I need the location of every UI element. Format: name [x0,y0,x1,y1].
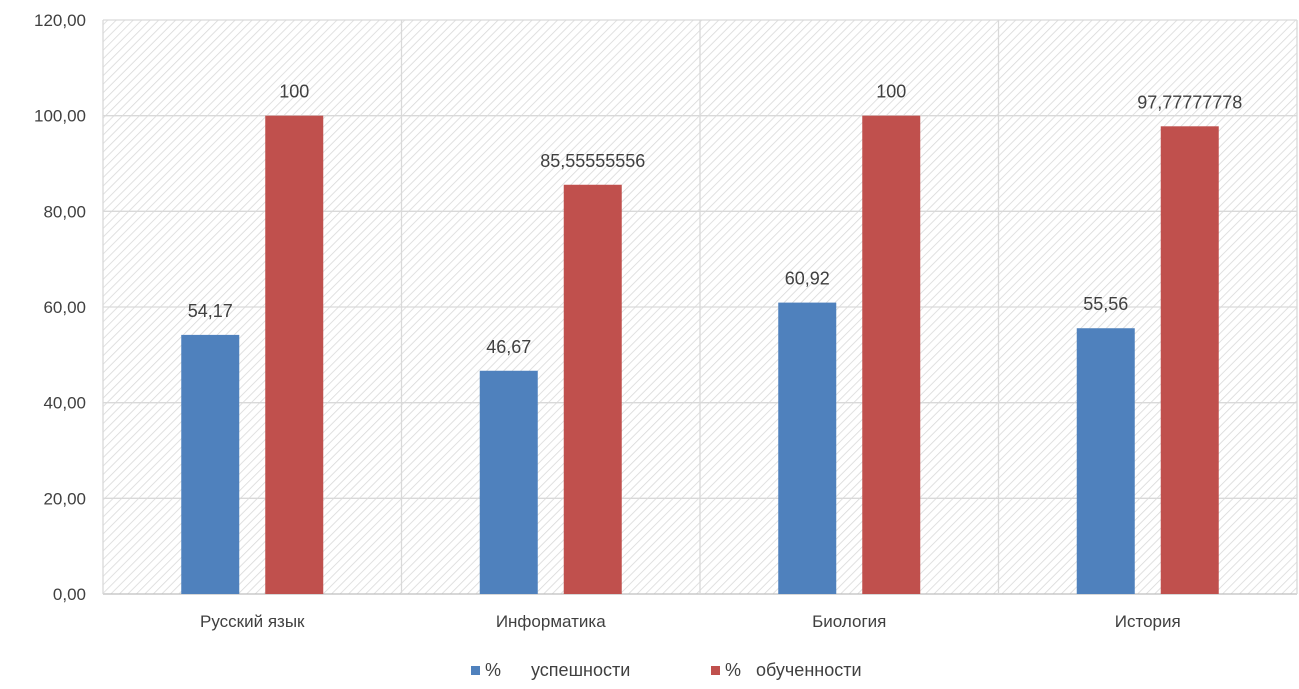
legend-swatch [711,666,720,675]
bar [862,115,921,595]
data-label: 55,56 [1083,294,1128,314]
legend-label: % успешности [485,660,630,680]
x-tick-label: История [1115,612,1181,631]
bar [479,370,538,594]
data-label: 54,17 [188,301,233,321]
x-axis-tick-labels: Русский язык Информатика Биология История [200,612,1181,631]
legend: % успешности % обученности [471,660,862,680]
data-label: 85,55555556 [540,151,645,171]
y-axis-tick-labels: 0,00 20,00 40,00 60,00 80,00 100,00 120,00 [34,11,86,604]
y-tick-label: 80,00 [43,202,86,221]
legend-label: % обученности [725,660,862,680]
data-label: 100 [279,82,309,102]
bar [265,115,324,595]
y-tick-label: 20,00 [43,489,86,508]
bar [181,334,240,594]
data-label: 46,67 [486,337,531,357]
data-label: 97,77777778 [1137,92,1242,112]
y-tick-label: 60,00 [43,298,86,317]
y-tick-label: 0,00 [53,585,86,604]
data-label: 100 [876,82,906,102]
data-labels: 54,17 100 46,67 85,55555556 60,92 100 55,56 97,… [188,82,1243,357]
x-tick-label: Биология [812,612,886,631]
bar [1160,126,1219,594]
bar [778,302,837,594]
bars [181,115,1219,595]
bar [563,184,622,594]
bar [1076,328,1135,594]
x-tick-label: Информатика [496,612,606,631]
y-tick-label: 100,00 [34,107,86,126]
y-tick-label: 40,00 [43,394,86,413]
data-label: 60,92 [785,269,830,289]
legend-swatch [471,666,480,675]
y-tick-label: 120,00 [34,11,86,30]
x-tick-label: Русский язык [200,612,305,631]
